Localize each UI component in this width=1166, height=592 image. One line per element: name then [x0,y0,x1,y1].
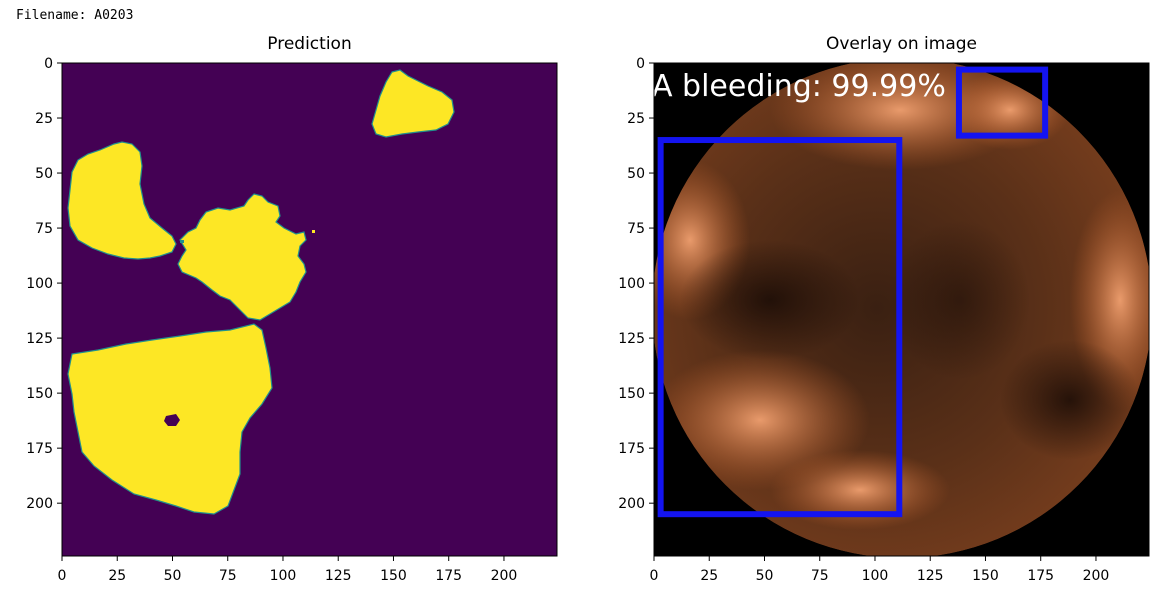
prediction-xtick-label: 125 [325,568,352,584]
mask-speckle [312,230,315,233]
prediction-ytick-label: 25 [35,111,53,127]
prediction-xtick-label: 200 [491,568,518,584]
prediction-axes-frame [61,62,558,557]
mask-blob-center [177,193,307,321]
overlay-title: Overlay on image [825,34,978,54]
mask-hole [164,414,180,426]
prediction-xtick-label: 25 [108,568,126,584]
prediction-ytick-label: 175 [26,441,53,457]
mask-blob-top-right [371,69,455,138]
prediction-xtick-label: 150 [380,568,407,584]
prediction-ytick-label: 100 [26,276,53,292]
mask-speckle [180,240,184,243]
prediction-xtick-label: 100 [270,568,297,584]
prediction-ytick-label: 0 [44,56,53,72]
prediction-xtick-label: 175 [435,568,462,584]
prediction-xtick-label: 75 [219,568,237,584]
prediction-ytick-label: 200 [26,496,53,512]
prediction-xtick-label: 50 [164,568,182,584]
mask-speckle [270,226,273,229]
prediction-ytick-label: 75 [35,221,53,237]
prediction-title: Prediction [267,34,352,54]
filename-label: Filename: A0203 [16,8,134,23]
prediction-ytick-label: 125 [26,331,53,347]
prediction-xtick-label: 0 [58,568,67,584]
mask-blob-left [67,141,177,260]
prediction-ytick-label: 150 [26,386,53,402]
prediction-ytick-label: 50 [35,166,53,182]
